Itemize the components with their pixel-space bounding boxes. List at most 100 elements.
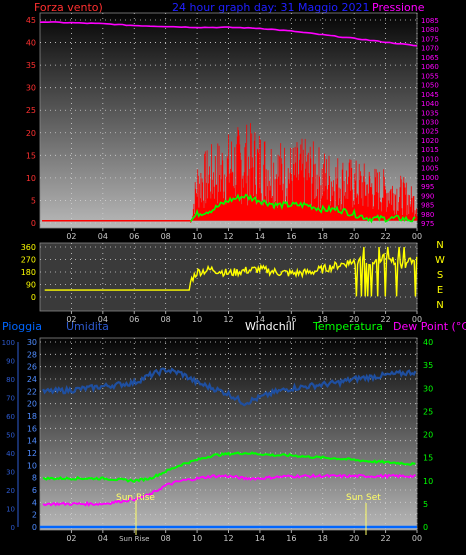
wind-ytick-label: 10 — [26, 174, 36, 183]
wind-ytick-label: 25 — [26, 106, 36, 115]
wind-ytick-label: 20 — [26, 129, 36, 138]
temperature-xtick-label: 00 — [412, 534, 422, 543]
pressure-ytick-label: 1005 — [421, 165, 439, 173]
direction-ytick-label: 90 — [26, 281, 36, 290]
rain-ytick-label: 10 — [27, 461, 37, 470]
rain-ytick-label: 18 — [27, 412, 37, 421]
compass-label: N — [436, 300, 443, 311]
temperature-panel-series — [40, 367, 417, 529]
direction-ytick-label: 270 — [21, 256, 36, 265]
pressure-ytick-label: 1070 — [421, 45, 439, 53]
direction-xtick-label: 20 — [349, 315, 359, 324]
compass-label: W — [435, 255, 445, 266]
wind-ytick-label: 15 — [26, 151, 36, 160]
temp-ytick-label: 5 — [423, 500, 428, 509]
chart-title: 24 hour graph day: 31 Maggio 2021 — [172, 1, 369, 14]
humidity-ytick-label: 20 — [6, 487, 15, 495]
wind-ytick-label: 0 — [31, 219, 36, 228]
direction-xtick-label: 00 — [412, 315, 422, 324]
pressure-ytick-label: 1055 — [421, 72, 439, 80]
rain-ytick-label: 24 — [27, 375, 37, 384]
humidity-ytick-label: 80 — [6, 376, 15, 384]
temperature-series — [42, 451, 416, 483]
rain-ytick-label: 26 — [27, 363, 37, 372]
legend-humidity: Umidita — [66, 320, 109, 333]
rain-ytick-label: 16 — [27, 424, 37, 433]
wind-ytick-label: 35 — [26, 61, 36, 70]
rain-ytick-label: 2 — [32, 511, 37, 520]
pressure-ytick-label: 980 — [421, 211, 434, 219]
temp-ytick-label: 15 — [423, 454, 433, 463]
temp-ytick-label: 25 — [423, 407, 433, 416]
temperature-xtick-label: 18 — [318, 534, 328, 543]
humidity-ytick-label: 10 — [6, 506, 15, 514]
pressure-ytick-label: 1015 — [421, 146, 439, 154]
rain-ytick-label: 0 — [32, 523, 37, 532]
direction-xtick-label: 06 — [129, 315, 139, 324]
rain-ytick-label: 30 — [27, 338, 37, 347]
legend-windchill: Windchill — [245, 320, 295, 333]
wind-panel-series — [39, 21, 418, 224]
pressure-ytick-label: 1080 — [421, 26, 439, 34]
legend-temperature: Temperatura — [312, 320, 383, 333]
direction-xtick-label: 18 — [318, 315, 328, 324]
temperature-xtick-label: 20 — [349, 534, 359, 543]
temperature-xtick-label: Sun Rise — [119, 535, 149, 543]
direction-xtick-label: 02 — [66, 315, 76, 324]
pressure-ytick-label: 1025 — [421, 128, 439, 136]
wind-avg-series — [190, 193, 416, 224]
pressure-ytick-label: 1010 — [421, 155, 439, 163]
wind-xtick-label: 12 — [223, 232, 233, 241]
pressure-ytick-label: 975 — [421, 220, 434, 228]
wind-xtick-label: 02 — [66, 232, 76, 241]
temperature-panel-grid — [40, 338, 418, 530]
temp-ytick-label: 10 — [423, 477, 433, 486]
wind-ytick-label: 45 — [26, 16, 36, 25]
temp-ytick-label: 35 — [423, 361, 433, 370]
pressure-ytick-label: 1060 — [421, 63, 439, 71]
compass-label: E — [437, 285, 443, 296]
temp-ytick-label: 40 — [423, 338, 433, 347]
rain-ytick-label: 8 — [32, 474, 37, 483]
pressure-ytick-label: 1035 — [421, 109, 439, 117]
wind-panel-grid — [40, 13, 418, 228]
humidity-series — [42, 367, 417, 407]
rain-ytick-label: 28 — [27, 350, 37, 359]
temp-ytick-label: 20 — [423, 431, 433, 440]
humidity-ytick-label: 40 — [6, 450, 15, 458]
rain-ytick-label: 20 — [27, 400, 37, 409]
wind-xtick-label: 00 — [412, 232, 422, 241]
temperature-panel-axes: 0246810121416182022242628300102030405060… — [2, 338, 434, 543]
direction-panel-background — [39, 242, 418, 312]
temp-ytick-label: 30 — [423, 384, 433, 393]
temperature-xtick-label: 14 — [255, 534, 265, 543]
pressure-ytick-label: 990 — [421, 192, 434, 200]
direction-xtick-label: 22 — [380, 315, 390, 324]
humidity-ytick-label: 50 — [6, 432, 15, 440]
legend-dewpoint: Dew Point (°C) — [393, 320, 466, 333]
pressure-ytick-label: 1065 — [421, 54, 439, 62]
temperature-xtick-label: 16 — [286, 534, 296, 543]
sunset-label: Sun Set — [346, 493, 381, 503]
wind-panel-axes: 0510152025303540459759809859909951000100… — [26, 16, 439, 241]
direction-ytick-label: 360 — [21, 243, 36, 252]
temperature-xtick-label: 10 — [192, 534, 202, 543]
wind-ytick-label: 40 — [26, 39, 36, 48]
pressure-ytick-label: 1045 — [421, 91, 439, 99]
sunrise-label: Sun Rise — [116, 493, 155, 503]
rain-ytick-label: 12 — [27, 449, 37, 458]
pressure-ytick-label: 1050 — [421, 82, 439, 90]
temperature-xtick-label: 22 — [380, 534, 390, 543]
humidity-ytick-label: 30 — [6, 469, 15, 477]
wind-xtick-label: 10 — [192, 232, 202, 241]
direction-ytick-label: 180 — [21, 268, 36, 277]
legend-rain: Pioggia — [2, 320, 42, 333]
direction-panel-series — [44, 246, 418, 297]
wind-xtick-label: 04 — [98, 232, 108, 241]
wind-xtick-label: 22 — [380, 232, 390, 241]
humidity-ytick-label: 100 — [2, 339, 15, 347]
wind-xtick-label: 16 — [286, 232, 296, 241]
wind-ytick-label: 30 — [26, 84, 36, 93]
